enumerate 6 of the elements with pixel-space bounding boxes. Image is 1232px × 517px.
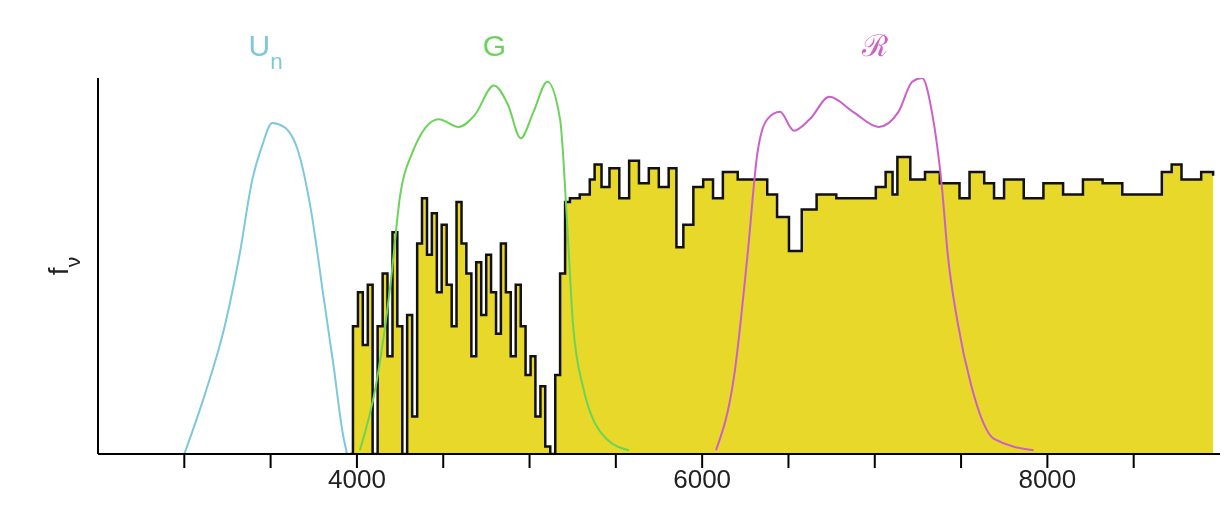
x-tick-label: 8000: [1018, 464, 1077, 495]
x-tick-label: 4000: [328, 464, 386, 495]
x-tick-label: 6000: [673, 464, 732, 495]
series-label: ℛ: [860, 29, 888, 62]
series-label: G: [482, 29, 507, 62]
series-label: U$_{n}$: [248, 29, 283, 74]
